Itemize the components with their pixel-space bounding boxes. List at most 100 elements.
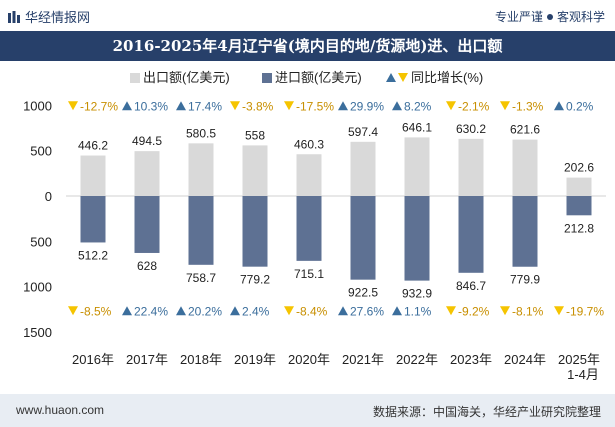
import-value-label: 212.8 <box>564 221 594 235</box>
import-growth-label: -19.7% <box>566 304 604 318</box>
x-tick-label: 2023年 <box>450 352 492 367</box>
import-growth-label: 22.4% <box>134 304 168 318</box>
import-growth-up-triangle-icon <box>176 306 186 316</box>
top-bar: 华经情报网 专业严谨 客观科学 <box>0 0 615 30</box>
export-value-label: 460.3 <box>294 137 324 151</box>
import-bar <box>80 196 106 243</box>
x-tick-label: 2024年 <box>504 352 546 367</box>
export-growth-label: 29.9% <box>350 99 384 113</box>
x-tick-label: 2017年 <box>126 352 168 367</box>
y-tick-label: 1000 <box>23 98 52 113</box>
export-growth-label: -2.1% <box>458 99 490 113</box>
import-growth-down-triangle-icon <box>68 306 78 316</box>
export-value-label: 558 <box>245 128 265 142</box>
import-growth-label: -8.5% <box>80 304 112 318</box>
bar-chart-icon <box>8 11 20 23</box>
export-bar <box>296 154 322 196</box>
export-growth-down-triangle-icon <box>284 101 294 111</box>
import-growth-down-triangle-icon <box>554 306 564 316</box>
export-growth-down-triangle-icon <box>68 101 78 111</box>
export-bar <box>566 177 592 196</box>
export-growth-label: -12.7% <box>80 99 118 113</box>
export-bar <box>512 139 538 196</box>
export-value-label: 646.1 <box>402 120 432 134</box>
export-value-label: 494.5 <box>132 134 162 148</box>
legend-up-triangle-icon <box>386 73 396 82</box>
y-tick-label: 1500 <box>23 325 52 340</box>
export-growth-label: 17.4% <box>188 99 222 113</box>
import-growth-label: 27.6% <box>350 304 384 318</box>
legend-down-triangle-icon <box>398 73 408 82</box>
import-bar <box>404 196 430 281</box>
x-tick-label: 2018年 <box>180 352 222 367</box>
export-growth-up-triangle-icon <box>338 101 348 111</box>
tagline: 专业严谨 客观科学 <box>495 8 605 25</box>
import-growth-down-triangle-icon <box>446 306 456 316</box>
import-value-label: 779.9 <box>510 273 540 287</box>
import-value-label: 758.7 <box>186 271 216 285</box>
legend-label-growth: 同比增长(%) <box>411 70 483 85</box>
x-tick-label: 2021年 <box>342 352 384 367</box>
chart-area: 出口额(亿美元) 进口额(亿美元) 同比增长(%) 1000 500 0 500 1000 15… <box>23 70 606 382</box>
export-growth-up-triangle-icon <box>176 101 186 111</box>
export-bar <box>458 138 484 196</box>
export-growth-up-triangle-icon <box>392 101 402 111</box>
export-growth-down-triangle-icon <box>446 101 456 111</box>
import-bar <box>350 196 376 280</box>
x-tick-label: 2025年 <box>558 352 600 367</box>
legend-label-import: 进口额(亿美元) <box>275 70 362 85</box>
legend-swatch-import <box>262 73 272 83</box>
legend-label-export: 出口额(亿美元) <box>143 70 230 85</box>
export-growth-up-triangle-icon <box>554 101 564 111</box>
export-growth-up-triangle-icon <box>122 101 132 111</box>
export-bar <box>404 137 430 196</box>
import-growth-label: 20.2% <box>188 304 222 318</box>
import-growth-label: -8.4% <box>296 304 328 318</box>
export-bar <box>350 141 376 196</box>
website-link[interactable]: www.huaon.com <box>16 403 105 417</box>
export-value-label: 202.6 <box>564 161 594 175</box>
brand-logo[interactable]: 华经情报网 <box>8 7 90 26</box>
import-bar <box>188 196 214 265</box>
import-bar <box>134 196 160 253</box>
x-tick-label: 2016年 <box>72 352 114 367</box>
export-growth-down-triangle-icon <box>230 101 240 111</box>
export-value-label: 630.2 <box>456 122 486 136</box>
y-tick-label: 0 <box>45 189 52 204</box>
import-growth-label: -8.1% <box>512 304 544 318</box>
import-growth-up-triangle-icon <box>230 306 240 316</box>
y-tick-label: 500 <box>30 234 52 249</box>
import-value-label: 846.7 <box>456 279 486 293</box>
export-growth-label: -3.8% <box>242 99 274 113</box>
chart-title: 2016-2025年4月辽宁省(境内目的地/货源地)进、出口额 <box>0 31 615 61</box>
import-value-label: 932.9 <box>402 287 432 301</box>
tagline-objective: 客观科学 <box>556 10 605 24</box>
import-value-label: 715.1 <box>294 267 324 281</box>
export-growth-label: 8.2% <box>404 99 432 113</box>
import-growth-label: 1.1% <box>404 304 432 318</box>
export-value-label: 446.2 <box>78 139 108 153</box>
export-value-label: 621.6 <box>510 123 540 137</box>
footer: www.huaon.com 数据来源：中国海关，华经产业研究院整理 <box>0 394 615 427</box>
import-value-label: 922.5 <box>348 286 378 300</box>
export-growth-down-triangle-icon <box>500 101 510 111</box>
logo-text: 华经情报网 <box>25 10 91 25</box>
x-tick-label: 1-4月 <box>567 367 599 382</box>
y-tick-label: 500 <box>30 144 52 159</box>
import-bar <box>512 196 538 267</box>
import-bar <box>296 196 322 261</box>
export-growth-label: 10.3% <box>134 99 168 113</box>
import-growth-down-triangle-icon <box>500 306 510 316</box>
x-tick-label: 2022年 <box>396 352 438 367</box>
export-growth-label: 0.2% <box>566 99 594 113</box>
export-bar <box>242 145 268 196</box>
import-growth-label: -9.2% <box>458 304 490 318</box>
tagline-professional: 专业严谨 <box>494 10 543 24</box>
legend-swatch-export <box>130 73 140 83</box>
import-value-label: 512.2 <box>78 248 108 262</box>
export-value-label: 597.4 <box>348 125 378 139</box>
x-tick-label: 2020年 <box>288 352 330 367</box>
export-bar <box>188 143 214 196</box>
import-value-label: 779.2 <box>240 273 270 287</box>
data-source: 数据来源：中国海关，华经产业研究院整理 <box>372 405 601 419</box>
